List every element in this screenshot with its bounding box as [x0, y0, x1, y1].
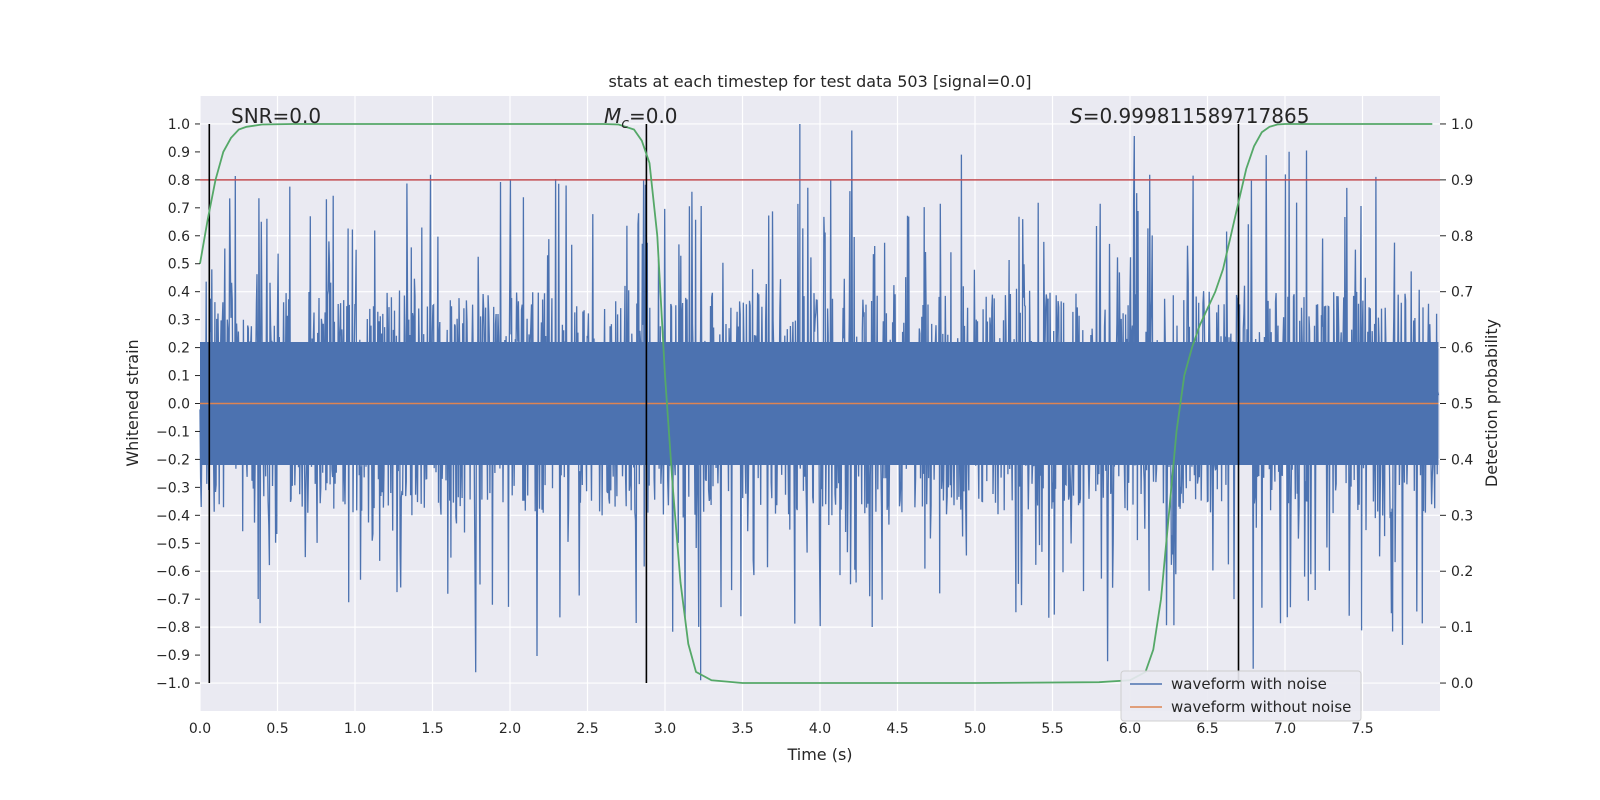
y-axis-right: 0.0 0.1 0.2 0.3 0.4 0.5 0.6 0.7 0.8 0.9 1.0	[1440, 117, 1473, 692]
x-tick-label: 2.5	[576, 721, 598, 737]
y-tick-label: 0.3	[168, 313, 190, 329]
y-tick-label: −0.2	[156, 452, 190, 468]
y-tick-label: 0.6	[168, 229, 190, 245]
score-value: =0.999811589717865	[1083, 104, 1310, 128]
y-right-tick-label: 0.3	[1451, 508, 1473, 524]
x-tick-label: 6.0	[1119, 721, 1141, 737]
y-right-tick-label: 0.8	[1451, 229, 1473, 245]
y-right-tick-label: 0.2	[1451, 564, 1473, 580]
y-right-tick-label: 0.7	[1451, 285, 1473, 301]
legend-label-noise: waveform with noise	[1171, 675, 1327, 693]
x-tick-label: 4.5	[886, 721, 908, 737]
score-annotation: S=0.999811589717865	[1070, 104, 1309, 128]
y-right-tick-label: 0.0	[1451, 676, 1473, 692]
chart-title: stats at each timestep for test data 503…	[608, 72, 1031, 91]
y-tick-label: −0.3	[156, 480, 190, 496]
score-symbol: S	[1070, 104, 1083, 128]
chirp-mass-subscript: c	[621, 116, 629, 132]
chirp-mass-annotation: Mc=0.0	[604, 104, 678, 132]
y-tick-label: 1.0	[168, 117, 190, 133]
y-tick-label: 0.5	[168, 257, 190, 273]
y-tick-label: −0.6	[156, 564, 190, 580]
y-tick-label: 0.8	[168, 173, 190, 189]
x-tick-label: 2.0	[499, 721, 521, 737]
y-right-tick-label: 0.6	[1451, 341, 1473, 357]
chirp-mass-value: =0.0	[629, 104, 678, 128]
y-tick-label: 0.0	[168, 397, 190, 413]
y-tick-label: 0.1	[168, 369, 190, 385]
x-axis: 0.0 0.5 1.0 1.5 2.0 2.5 3.0 3.5 4.0 4.5 5.0 5.5 6.0 6…	[189, 721, 1374, 737]
y-tick-label: −0.4	[156, 508, 190, 524]
y-axis-label: Whitened strain	[123, 339, 142, 466]
y-right-tick-label: 0.1	[1451, 620, 1473, 636]
x-tick-label: 7.0	[1274, 721, 1296, 737]
x-tick-label: 1.0	[344, 721, 366, 737]
legend-label-clean: waveform without noise	[1171, 698, 1351, 716]
y-right-tick-label: 0.4	[1451, 452, 1473, 468]
x-tick-label: 6.5	[1196, 721, 1218, 737]
x-tick-label: 3.5	[731, 721, 753, 737]
snr-annotation: SNR=0.0	[231, 104, 321, 128]
y-tick-label: −0.8	[156, 620, 190, 636]
y-right-tick-label: 1.0	[1451, 117, 1473, 133]
x-tick-label: 0.0	[189, 721, 211, 737]
x-tick-label: 5.5	[1041, 721, 1063, 737]
chirp-mass-symbol: M	[604, 104, 621, 128]
x-tick-label: 7.5	[1351, 721, 1373, 737]
y-tick-label: −0.1	[156, 424, 190, 440]
y-tick-label: −0.7	[156, 592, 190, 608]
y-tick-label: −0.5	[156, 536, 190, 552]
y-axis-right-label: Detection probability	[1482, 319, 1501, 487]
y-axis-left: −1.0 −0.9 −0.8 −0.7 −0.6 −0.5 −0.4 −0.3 −0.2 −0.1…	[156, 117, 200, 692]
y-right-tick-label: 0.9	[1451, 173, 1473, 189]
y-right-tick-label: 0.5	[1451, 397, 1473, 413]
y-tick-label: −1.0	[156, 676, 190, 692]
legend: waveform with noise waveform without noi…	[1120, 670, 1362, 722]
x-tick-label: 4.0	[809, 721, 831, 737]
vertical-markers	[208, 123, 1240, 684]
x-axis-label: Time (s)	[786, 745, 852, 764]
legend-box	[1120, 670, 1362, 722]
x-tick-label: 5.0	[964, 721, 986, 737]
probability-trace	[199, 123, 1433, 684]
y-tick-label: 0.9	[168, 145, 190, 161]
detection-probability-series	[199, 123, 1433, 684]
x-tick-label: 3.0	[654, 721, 676, 737]
y-tick-label: 0.7	[168, 201, 190, 217]
x-tick-label: 1.5	[421, 721, 443, 737]
x-tick-label: 0.5	[266, 721, 288, 737]
y-tick-label: −0.9	[156, 648, 190, 664]
y-tick-label: 0.4	[168, 285, 190, 301]
y-tick-label: 0.2	[168, 341, 190, 357]
